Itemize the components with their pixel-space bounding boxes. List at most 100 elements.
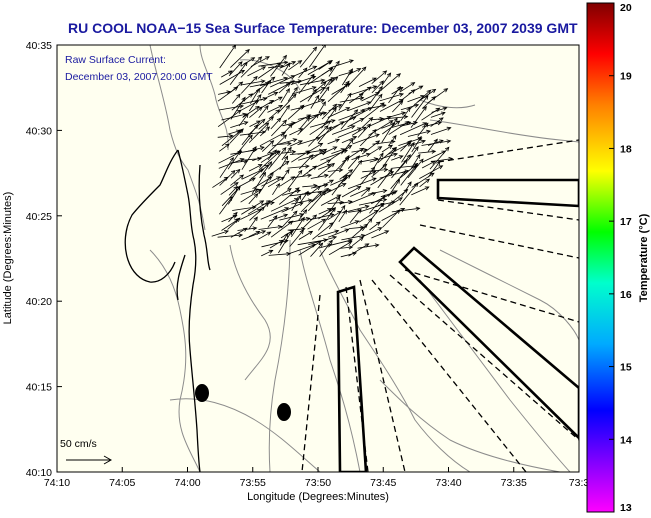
vector-arrow-icon [381,144,393,153]
vector-arrow-icon [307,60,333,75]
vector-arrow-icon [258,231,272,240]
vector-arrow-icon [259,161,273,179]
vector-arrow-icon [278,187,300,205]
vector-arrow-icon [340,251,357,258]
colorbar-ticks: 20 19 18 17 16 15 14 13 [609,2,632,514]
vector-arrow-icon [397,159,408,172]
vector-arrow-icon [287,169,303,189]
vector-arrow-icon [267,134,288,154]
vector-arrow-icon [401,141,415,163]
vector-arrow-icon [330,59,354,68]
vector-arrow-icon [318,243,333,249]
vector-arrow-icon [411,95,429,118]
current-vector-field [211,45,454,258]
vector-arrow-icon [312,222,334,240]
vector-arrow-icon [328,76,339,86]
vector-arrow-icon [339,200,353,205]
y-axis-label: Latitude (Degrees:Minutes) [2,192,14,325]
vector-arrow-icon [287,86,298,102]
vector-arrow-icon [317,229,340,238]
vector-arrow-icon [247,118,266,136]
vector-arrow-icon [228,185,238,196]
vector-arrow-icon [351,152,371,160]
vector-arrow-icon [430,111,446,118]
vector-arrow-icon [382,209,401,228]
colorbar-tick-label: 18 [620,143,632,155]
vector-arrow-icon [338,92,352,111]
station-marker [277,403,291,421]
vector-arrow-icon [349,208,362,224]
vector-arrow-icon [392,100,404,113]
vector-arrow-icon [289,229,304,247]
vector-arrow-icon [360,203,386,212]
vector-arrow-icon [241,146,257,170]
vector-arrow-icon [369,221,381,231]
vector-arrow-icon [338,209,348,223]
vector-arrow-icon [217,86,239,102]
vector-arrow-icon [259,126,271,137]
vector-arrow-icon [268,213,289,222]
vector-arrow-icon [230,174,245,186]
y-tick-label: 40:35 [26,40,52,52]
vector-arrow-icon [272,183,281,196]
vector-arrow-icon [240,56,263,78]
colorbar-tick-label: 20 [620,2,632,14]
vector-arrow-icon [298,209,308,221]
vector-arrow-icon [321,103,338,120]
vector-arrow-icon [270,198,299,212]
vector-arrow-icon [327,107,351,118]
x-axis-label: Longitude (Degrees:Minutes) [247,491,389,503]
vector-arrow-icon [237,226,258,231]
vector-arrow-icon [417,122,429,137]
colorbar-tick-label: 19 [620,71,632,83]
vector-arrow-icon [298,240,322,256]
vector-arrow-icon [288,60,303,71]
vector-arrow-icon [227,185,241,205]
vector-arrow-icon [328,156,350,178]
vector-arrow-icon [390,170,406,189]
vector-arrow-icon [271,119,288,137]
vector-arrow-icon [309,112,324,120]
y-tick-label: 40:30 [26,125,52,137]
scale-label: 50 cm/s [60,438,97,450]
vector-arrow-icon [267,149,277,161]
vector-arrow-icon [227,217,241,230]
vector-arrow-icon [339,245,354,250]
vector-arrow-icon [270,75,296,88]
vector-arrow-icon [361,92,381,102]
vector-arrow-icon [247,66,267,77]
vector-arrow-icon [317,163,332,170]
vector-arrow-icon [217,233,244,238]
vector-arrow-icon [219,196,233,215]
vector-arrow-icon [340,109,359,130]
vector-arrow-icon [230,121,249,128]
vector-arrow-icon [388,178,401,197]
vector-arrow-icon [368,116,392,128]
vector-arrow-icon [347,155,360,169]
vector-arrow-icon [348,159,363,178]
vector-arrow-icon [278,82,291,94]
vector-arrow-icon [429,146,450,170]
vector-arrow-icon [329,145,353,161]
vector-arrow-icon [307,218,327,230]
vector-arrow-icon [381,72,392,86]
vector-arrow-icon [219,157,234,178]
vector-arrow-icon [258,150,281,171]
vector-arrow-icon [219,69,246,85]
vector-arrow-icon [228,211,238,223]
vector-arrow-icon [407,129,431,137]
vector-arrow-icon [421,96,436,109]
x-tick-label: 74:00 [174,477,200,489]
vector-arrow-icon [281,149,297,155]
vector-arrow-icon [411,186,430,196]
vector-arrow-icon [260,91,279,101]
vector-arrow-icon [217,109,242,128]
vector-arrow-icon [419,178,431,188]
vector-arrow-icon [291,150,311,163]
vector-arrow-icon [369,146,383,155]
x-tick-label: 74:10 [44,477,70,489]
vector-arrow-icon [309,185,321,195]
vector-arrow-icon [371,80,385,94]
vector-arrow-icon [230,168,241,179]
vector-arrow-icon [391,155,404,161]
